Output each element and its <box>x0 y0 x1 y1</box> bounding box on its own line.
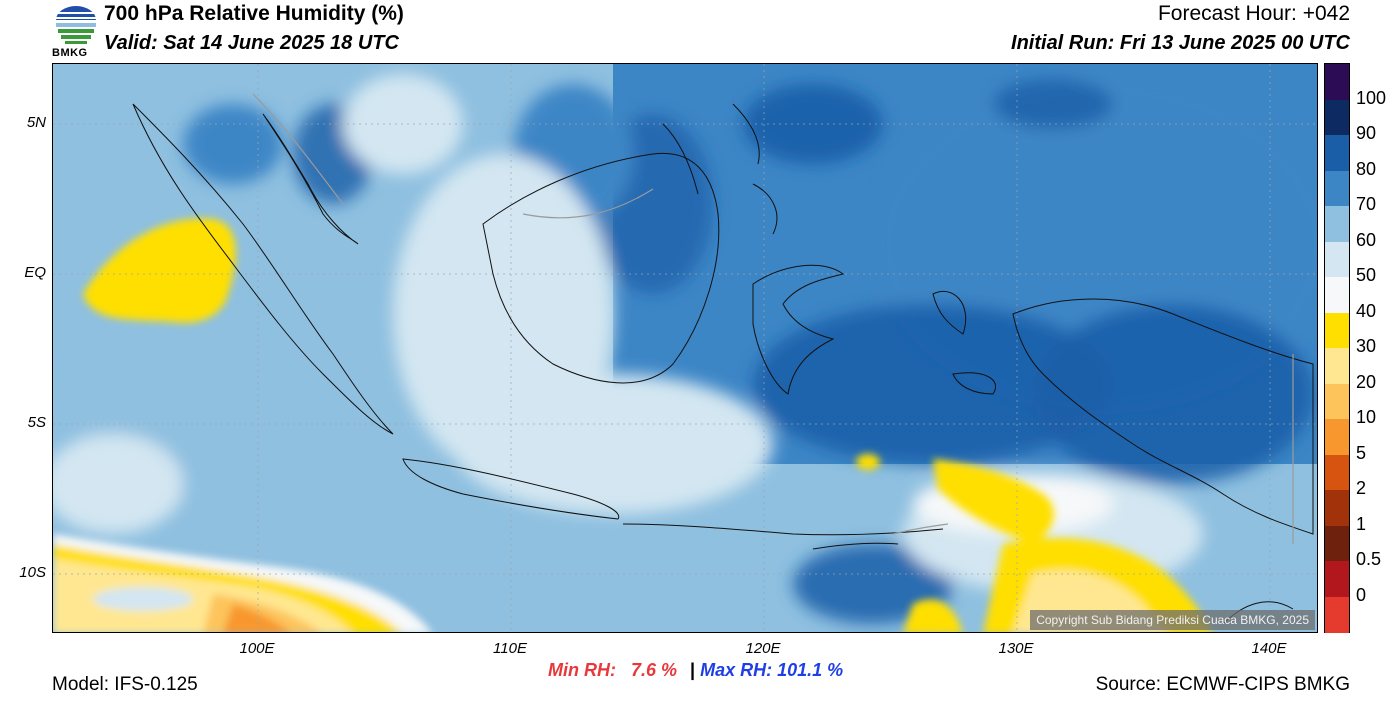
model-label: Model: IFS-0.125 <box>52 674 198 695</box>
colorbar-segment <box>1325 383 1349 420</box>
valid-time: Valid: Sat 14 June 2025 18 UTC <box>104 32 399 54</box>
colorbar-segment <box>1325 170 1349 207</box>
colorbar-segment <box>1325 277 1349 313</box>
colorbar-label: 40 <box>1356 300 1377 321</box>
humidity-field <box>53 64 1317 632</box>
lat-label-5s: 5S <box>27 414 46 431</box>
colorbar <box>1324 63 1350 633</box>
copyright-notice: Copyright Sub Bidang Prediksi Cuaca BMKG… <box>1030 610 1315 630</box>
colorbar-segment <box>1325 419 1349 455</box>
forecast-hour: Forecast Hour: +042 <box>1157 2 1350 25</box>
lon-label-100e: 100E <box>239 640 275 657</box>
min-max-rh: Min RH: 7.6 % | Max RH: 101.1 % <box>548 660 843 681</box>
max-rh-value: 101.1 % <box>777 660 844 680</box>
colorbar-label: 20 <box>1356 371 1377 392</box>
source-label: Source: ECMWF-CIPS BMKG <box>1095 674 1350 695</box>
humidity-map: Copyright Sub Bidang Prediksi Cuaca BMKG… <box>52 63 1318 633</box>
colorbar-segment <box>1325 99 1349 136</box>
logo-text: BMKG <box>52 47 88 59</box>
coastlines <box>132 103 1314 625</box>
colorbar-label: 70 <box>1356 194 1377 214</box>
map-title: 700 hPa Relative Humidity (%) <box>104 2 404 25</box>
colorbar-label: 90 <box>1356 123 1377 143</box>
colorbar-label: 80 <box>1356 158 1377 179</box>
colorbar-label: 0 <box>1356 584 1367 605</box>
colorbar-segment <box>1325 561 1349 597</box>
colorbar-segment <box>1325 490 1349 526</box>
max-rh-label: Max RH: <box>700 660 773 680</box>
colorbar-label: 0.5 <box>1356 549 1382 569</box>
colorbar-segment <box>1325 348 1349 384</box>
initial-run: Initial Run: Fri 13 June 2025 00 UTC <box>1011 32 1350 54</box>
colorbar-segment <box>1325 64 1349 100</box>
lon-label-120e: 120E <box>745 640 781 657</box>
colorbar-segment <box>1325 454 1349 491</box>
colorbar-label: 5 <box>1356 442 1367 463</box>
colorbar-segment <box>1325 525 1349 562</box>
colorbar-label: 100 <box>1356 87 1387 108</box>
colorbar-label: 60 <box>1356 229 1377 250</box>
lat-label-eq: EQ <box>24 264 46 281</box>
colorbar-label: 10 <box>1356 407 1377 427</box>
colorbar-segment <box>1325 312 1349 349</box>
lon-label-140e: 140E <box>1251 640 1287 657</box>
colorbar-segment <box>1325 241 1349 278</box>
bmkg-logo <box>52 0 100 60</box>
lat-label-5n: 5N <box>26 114 46 131</box>
lon-label-110e: 110E <box>493 640 527 657</box>
colorbar-segment <box>1325 596 1349 633</box>
colorbar-segment <box>1325 206 1349 242</box>
min-rh-label: Min RH: <box>548 660 616 680</box>
colorbar-label: 2 <box>1356 478 1367 498</box>
lat-label-10s: 10S <box>19 564 46 581</box>
colorbar-label: 50 <box>1356 265 1377 285</box>
colorbar-label: 1 <box>1356 513 1367 534</box>
colorbar-segment <box>1325 135 1349 171</box>
lon-label-130e: 130E <box>998 640 1034 657</box>
colorbar-label: 30 <box>1356 336 1377 356</box>
rh-separator: | <box>690 660 696 680</box>
min-rh-value: 7.6 % <box>631 660 678 680</box>
